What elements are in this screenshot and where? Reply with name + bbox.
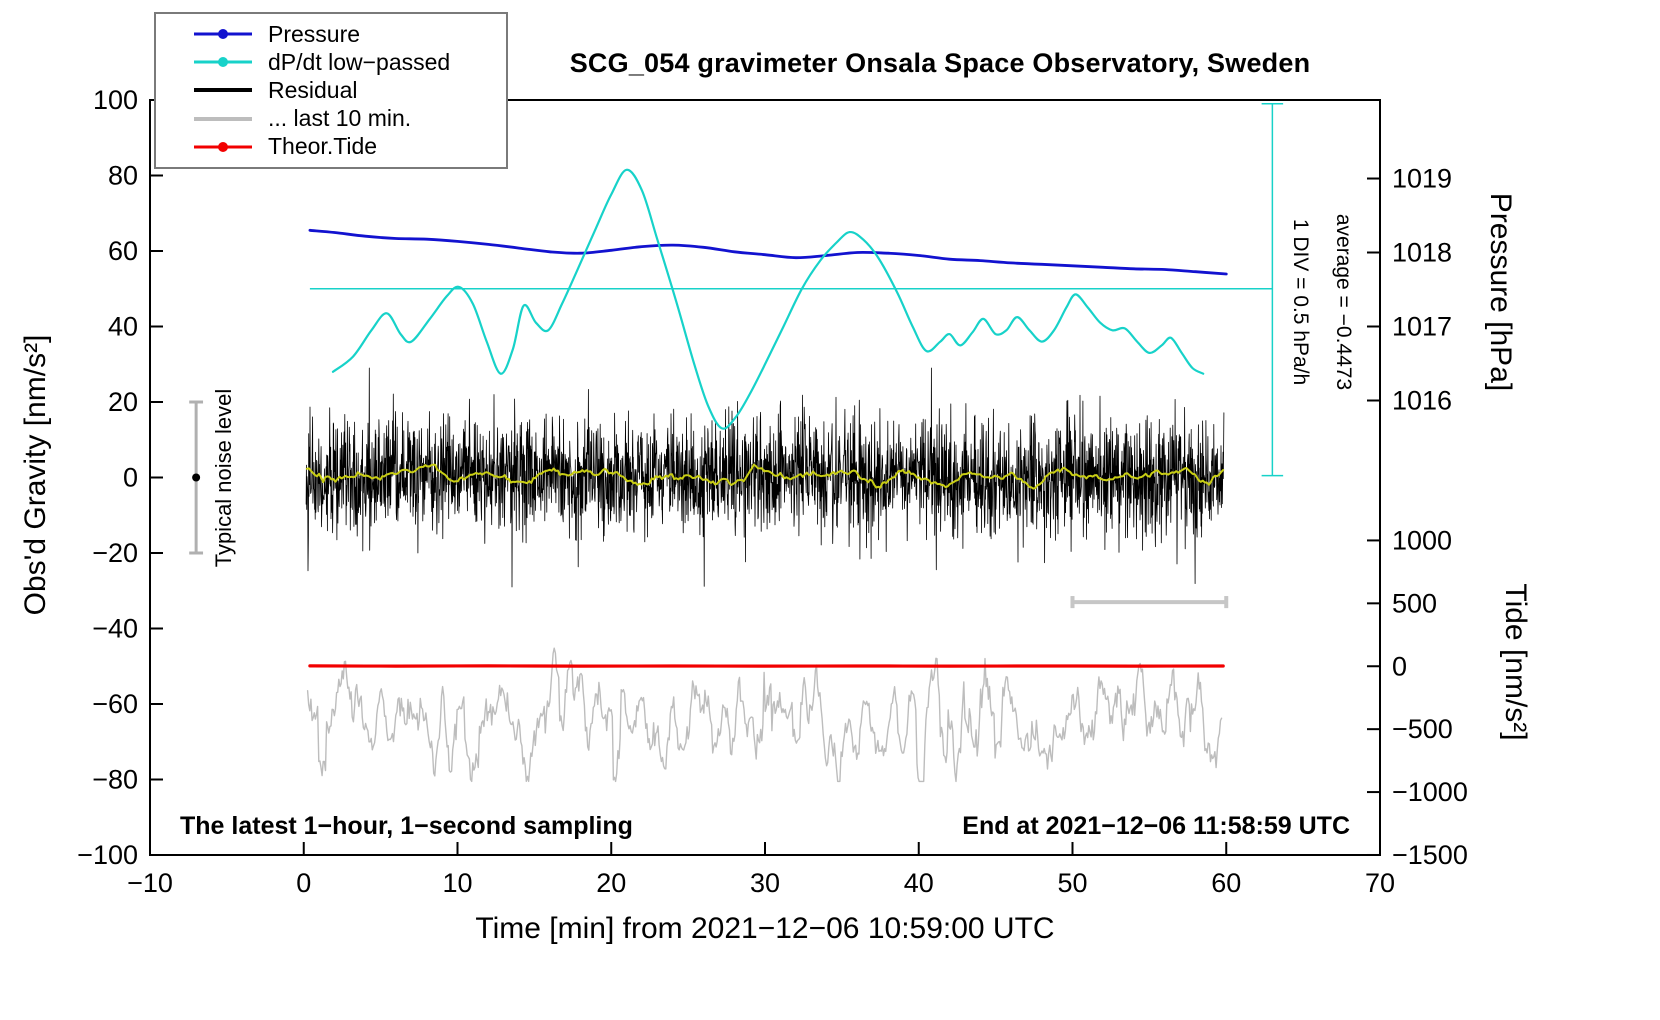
tide-axis-tick-label: −500 xyxy=(1392,714,1453,744)
y-axis-label-gravity: Obs'd Gravity [nm/s²] xyxy=(19,334,52,616)
pressure-axis-tick-label: 1016 xyxy=(1392,385,1452,415)
gravity-axis-tick-label: −80 xyxy=(92,765,138,795)
x-axis-label: Time [min] from 2021−12−06 10:59:00 UTC xyxy=(475,912,1055,945)
legend-label: Theor.Tide xyxy=(268,133,378,160)
y-axis-label-pressure: Pressure [hPa] xyxy=(1484,192,1517,392)
x-axis-tick-label: 40 xyxy=(904,868,934,898)
x-axis-tick-label: 0 xyxy=(296,868,311,898)
x-axis-tick-label: 20 xyxy=(596,868,626,898)
gravity-axis-tick-label: 20 xyxy=(108,387,138,417)
last10min-line-swatch-icon xyxy=(194,113,252,125)
legend-item-dpdt: dP/dt low−passed xyxy=(194,49,500,76)
tide-axis-tick-label: 1000 xyxy=(1392,525,1452,555)
tide-axis-tick-label: 0 xyxy=(1392,651,1407,681)
series-residual xyxy=(305,367,1225,588)
gravity-axis-tick-label: 60 xyxy=(108,236,138,266)
tide-axis-tick-label: 500 xyxy=(1392,588,1437,618)
tide-axis-tick-label: −1000 xyxy=(1392,777,1468,807)
legend-item-pressure: Pressure xyxy=(194,21,500,48)
theor-tide-line-swatch-icon xyxy=(194,141,252,153)
legend-box: Pressure dP/dt low−passed Residual ... l… xyxy=(154,12,508,169)
gravity-axis-tick-label: −100 xyxy=(77,840,138,870)
y-axis-label-tide: Tide [nm/s²] xyxy=(1499,583,1532,741)
series-dpdt_lowpass xyxy=(331,168,1205,430)
pressure-axis-tick-label: 1019 xyxy=(1392,164,1452,194)
gravity-axis-tick-label: 0 xyxy=(123,463,138,493)
x-axis-tick-label: 50 xyxy=(1057,868,1087,898)
x-axis-tick-label: 70 xyxy=(1365,868,1395,898)
page-title: SCG_054 gravimeter Onsala Space Observat… xyxy=(569,48,1311,78)
gravity-axis-tick-label: 100 xyxy=(93,85,138,115)
series-last_10_min xyxy=(306,647,1223,783)
gravity-axis-tick-label: −60 xyxy=(92,689,138,719)
x-axis-tick-label: −10 xyxy=(127,868,173,898)
residual-line-swatch-icon xyxy=(194,84,252,96)
tide-axis-tick-label: −1500 xyxy=(1392,840,1468,870)
noise-marker-dot xyxy=(192,473,201,482)
gravity-axis-tick-label: 40 xyxy=(108,312,138,342)
legend-item-residual: Residual xyxy=(194,77,500,104)
legend-item-theor-tide: Theor.Tide xyxy=(194,133,500,160)
average-note: average = −0.4473 xyxy=(1332,213,1355,391)
dpdt-line-swatch-icon xyxy=(194,56,252,68)
pressure-line-swatch-icon xyxy=(194,28,252,40)
gravity-axis-tick-label: −20 xyxy=(92,538,138,568)
legend-item-last10min: ... last 10 min. xyxy=(194,105,500,132)
pressure-axis-tick-label: 1018 xyxy=(1392,238,1452,268)
legend-label: ... last 10 min. xyxy=(268,105,412,132)
typical-noise-level-label: Typical noise level xyxy=(211,388,236,568)
x-axis-tick-label: 30 xyxy=(750,868,780,898)
div-scale-note: 1 DIV = 0.5 hPa/h xyxy=(1289,218,1312,386)
pressure-axis-tick-label: 1017 xyxy=(1392,312,1452,342)
x-axis-tick-label: 60 xyxy=(1211,868,1241,898)
legend-label: Pressure xyxy=(268,20,361,47)
legend-label: dP/dt low−passed xyxy=(268,48,451,75)
series-residual_lowpass xyxy=(305,463,1225,490)
gravity-axis-tick-label: 80 xyxy=(108,161,138,191)
x-axis-tick-label: 10 xyxy=(442,868,472,898)
series-pressure xyxy=(308,228,1228,276)
sampling-note: The latest 1−hour, 1−second sampling xyxy=(180,812,633,840)
gravity-axis-tick-label: −40 xyxy=(92,614,138,644)
legend-label: Residual xyxy=(268,76,358,103)
end-time-note: End at 2021−12−06 11:58:59 UTC xyxy=(962,812,1350,840)
